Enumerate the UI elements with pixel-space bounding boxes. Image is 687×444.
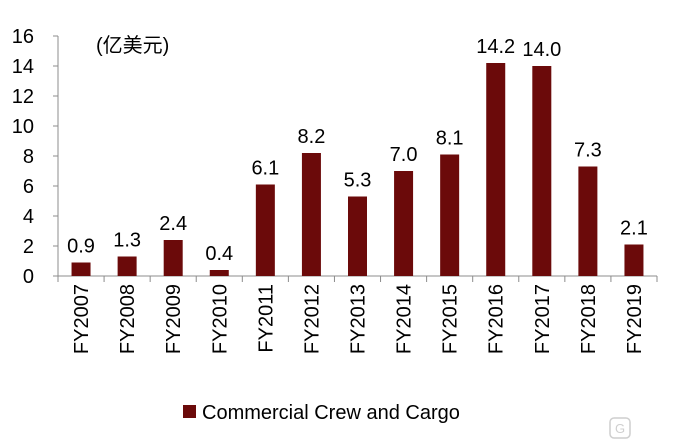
data-label: 2.4 [159,213,187,235]
x-tick-label: FY2018 [578,284,600,354]
y-tick-label: 2 [23,236,34,258]
y-tick-label: 12 [12,86,34,108]
bar [394,171,414,276]
data-label: 6.1 [251,158,279,180]
legend-swatch [183,405,196,418]
data-label: 0.9 [67,236,95,258]
data-label: 8.1 [436,128,464,150]
data-label: 0.4 [205,243,233,265]
x-tick-label: FY2012 [301,284,323,354]
y-tick-label: 4 [23,206,34,228]
bar [486,63,506,276]
y-axis: 0 2 4 6 8 10 12 14 16 [12,26,59,288]
y-tick-label: 14 [12,56,34,78]
bar [348,196,367,276]
legend-label: Commercial Crew and Cargo [202,402,460,424]
data-label: 1.3 [113,230,141,252]
unit-label: (亿美元) [96,34,169,57]
bar [71,262,91,276]
data-label: 14.0 [522,39,561,61]
x-tick-label: FY2008 [117,284,139,354]
data-label: 7.0 [390,144,418,166]
y-tick-label: 10 [12,116,34,138]
data-label: 14.2 [476,36,515,58]
y-tick-label: 16 [12,26,34,48]
bar [255,184,275,276]
y-tick-label: 8 [23,146,34,168]
x-tick-label: FY2011 [255,284,277,353]
bar [440,154,460,276]
watermark-logo: G [609,417,631,439]
bar [301,153,321,276]
x-tick-label: FY2013 [348,284,370,354]
y-tick-label: 6 [23,176,34,198]
bar [578,166,598,276]
x-tick-label: FY2010 [209,284,231,354]
data-labels: 0.9 1.3 2.4 0.4 6.1 8.2 5.3 7.0 8.1 14.2 14.0 7.3 2.… [67,36,648,265]
y-tick-label: 0 [23,266,34,288]
x-tick-label: FY2014 [394,284,416,354]
x-tick-label: FY2016 [486,284,508,354]
x-axis: FY2007 FY2008 FY2009 FY2010 FY2011 FY2012 FY20… [57,275,658,354]
bar [624,244,644,276]
bar [209,270,229,276]
svg-text:G: G [615,421,625,436]
data-label: 2.1 [620,218,648,240]
data-label: 8.2 [298,126,326,148]
bar [163,240,183,276]
x-tick-label: FY2019 [624,284,646,354]
bar-series [71,63,644,276]
bar [117,256,137,276]
legend: Commercial Crew and Cargo [183,402,460,424]
bar [532,66,552,276]
data-label: 5.3 [344,170,372,192]
data-label: 7.3 [574,140,602,162]
x-tick-label: FY2017 [532,284,554,354]
x-tick-label: FY2009 [163,284,185,354]
x-tick-label: FY2015 [440,284,462,354]
x-tick-label: FY2007 [71,284,93,354]
